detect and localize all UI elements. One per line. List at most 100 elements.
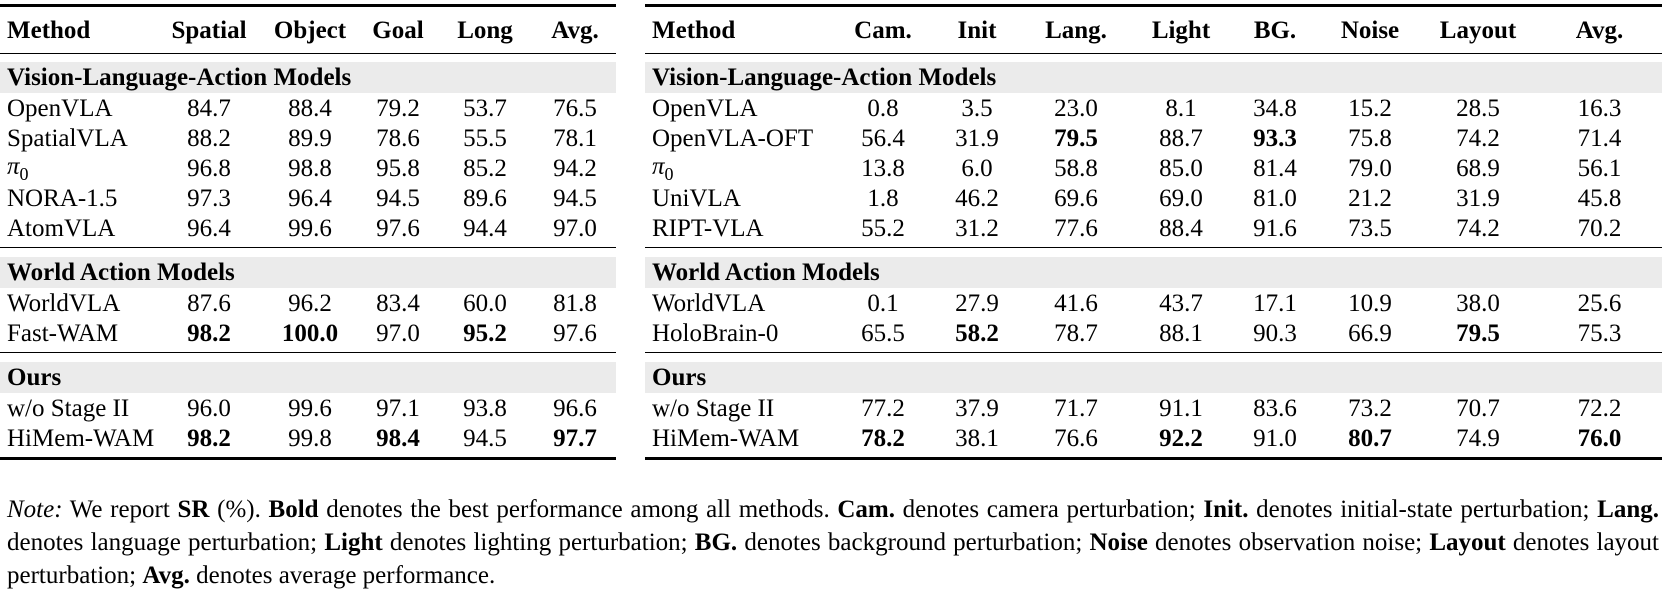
value-cell: 31.2 (955, 214, 999, 242)
method-name: HiMem-WAM (7, 424, 155, 452)
value-cell: 90.3 (1253, 319, 1297, 347)
column-header: Lang. (1045, 16, 1107, 44)
note-term: SR (177, 496, 210, 523)
value-cell: 65.5 (861, 319, 905, 347)
value-cell: 16.3 (1577, 94, 1622, 122)
value-cell: 79.2 (376, 94, 420, 122)
value-cell: 97.0 (553, 214, 597, 242)
value-cell: 71.7 (1054, 394, 1098, 422)
note-label: Note: (7, 496, 63, 523)
value-cell: 23.0 (1054, 94, 1098, 122)
value-cell: 94.2 (553, 154, 597, 182)
table-row: NORA-1.5 97.3 96.4 94.5 89.6 94.5 (0, 183, 616, 213)
value-cell: 91.1 (1159, 394, 1203, 422)
column-header: Noise (1340, 16, 1400, 44)
value-cell: 38.0 (1456, 289, 1500, 317)
value-cell: 96.8 (187, 154, 231, 182)
padding-cell (0, 453, 616, 459)
method-name: AtomVLA (7, 214, 116, 242)
method-name: HoloBrain-0 (652, 319, 779, 347)
value-cell: 25.6 (1577, 289, 1622, 317)
value-cell: 99.8 (288, 424, 332, 452)
note-text: We report (62, 496, 178, 523)
value-cell: 80.7 (1348, 424, 1392, 452)
table-row: w/o Stage II 77.2 37.9 71.7 91.1 83.6 73.2 70.7… (645, 393, 1662, 423)
gap-cell (0, 54, 616, 63)
value-cell: 73.2 (1348, 394, 1392, 422)
value-cell: 97.3 (187, 184, 231, 212)
column-header: Avg. (1575, 16, 1624, 44)
padding-cell (645, 453, 1662, 459)
value-cell: 70.2 (1577, 214, 1622, 242)
value-cell: 79.0 (1348, 154, 1392, 182)
value-cell: 81.0 (1253, 184, 1297, 212)
value-cell: 21.2 (1348, 184, 1392, 212)
value-cell: 95.8 (376, 154, 420, 182)
separator-cell (645, 248, 1662, 258)
group-header-row: Ours (0, 362, 616, 393)
group-separator (0, 247, 616, 258)
value-cell: 68.9 (1456, 154, 1500, 182)
note-term: Bold (268, 496, 319, 523)
value-cell: 74.9 (1456, 424, 1500, 452)
value-cell: 31.9 (955, 124, 999, 152)
group-title: Vision-Language-Action Models (0, 62, 616, 93)
group-header-row: World Action Models (645, 257, 1662, 288)
column-header: Spatial (171, 16, 247, 44)
value-cell: 77.2 (861, 394, 905, 422)
value-cell: 83.6 (1253, 394, 1297, 422)
group-title: Ours (645, 362, 1662, 393)
value-cell: 97.7 (553, 424, 597, 452)
value-cell: 97.0 (376, 319, 420, 347)
note-text: denotes observation noise; (1147, 529, 1430, 556)
group-header-row: Vision-Language-Action Models (645, 62, 1662, 93)
robustness-results-table: Method Cam. Init Lang. Light BG. Noise Layout Av… (645, 4, 1662, 460)
value-cell: 58.8 (1054, 154, 1098, 182)
method-name: WorldVLA (7, 289, 121, 317)
value-cell: 56.1 (1577, 154, 1622, 182)
note-text: denotes initial-state perturbation; (1248, 496, 1598, 523)
note-text: denotes lighting perturbation; (382, 529, 695, 556)
column-header: Cam. (854, 16, 912, 44)
value-cell: 97.6 (376, 214, 420, 242)
note-text: denotes the best performance among all m… (318, 496, 838, 523)
table-note: Note: We report SR (%). Bold denotes the… (7, 493, 1659, 592)
note-text: denotes average performance. (189, 562, 496, 589)
value-cell: 8.1 (1165, 94, 1197, 122)
table-row: UniVLA 1.8 46.2 69.6 69.0 81.0 21.2 31.9 45.8 (645, 183, 1662, 213)
value-cell: 88.7 (1159, 124, 1203, 152)
column-header: Method (7, 16, 91, 44)
column-header: Light (1151, 16, 1211, 44)
value-cell: 98.2 (187, 319, 231, 347)
value-cell: 28.5 (1456, 94, 1500, 122)
group-separator (645, 352, 1662, 363)
value-cell: 34.8 (1253, 94, 1297, 122)
header-row: Method Cam. Init Lang. Light BG. Noise Layout Av… (645, 5, 1662, 54)
value-cell: 37.9 (955, 394, 999, 422)
value-cell: 45.8 (1577, 184, 1622, 212)
value-cell: 94.4 (463, 214, 507, 242)
value-cell: 46.2 (955, 184, 999, 212)
method-name: Fast-WAM (7, 319, 119, 347)
note-term: Avg. (142, 562, 190, 589)
value-cell: 1.8 (867, 184, 899, 212)
group-separator (645, 247, 1662, 258)
value-cell: 85.2 (463, 154, 507, 182)
value-cell: 79.5 (1456, 319, 1500, 347)
value-cell: 43.7 (1159, 289, 1203, 317)
header-row: Method Spatial Object Goal Long Avg. (0, 5, 616, 54)
method-name: HiMem-WAM (652, 424, 800, 452)
table-row: SpatialVLA 88.2 89.9 78.6 55.5 78.1 (0, 123, 616, 153)
column-header: Long (457, 16, 513, 44)
group-title: World Action Models (645, 257, 1662, 288)
value-cell: 95.2 (463, 319, 507, 347)
value-cell: 98.4 (376, 424, 420, 452)
note-text: denotes camera perturbation; (895, 496, 1204, 523)
value-cell: 73.5 (1348, 214, 1392, 242)
value-cell: 92.2 (1159, 424, 1203, 452)
table-row: OpenVLA 0.8 3.5 23.0 8.1 34.8 15.2 28.5 16.3 (645, 93, 1662, 123)
value-cell: 81.8 (553, 289, 597, 317)
group-separator (0, 352, 616, 363)
note-term: Layout (1429, 529, 1506, 556)
value-cell: 6.0 (961, 154, 993, 182)
